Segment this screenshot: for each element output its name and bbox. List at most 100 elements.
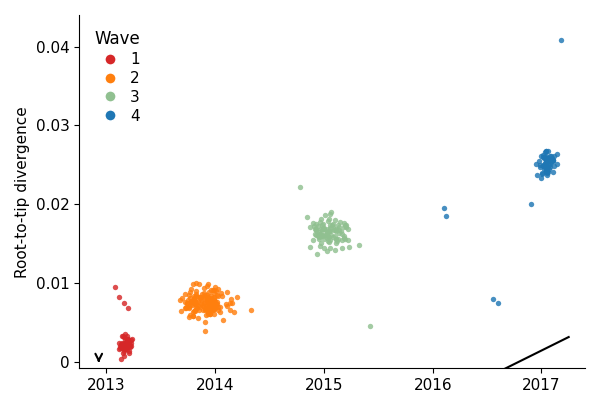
Point — [223, 302, 232, 309]
Point — [115, 342, 125, 349]
Point — [189, 296, 199, 302]
Point — [329, 226, 339, 233]
Point — [207, 298, 217, 305]
Point — [538, 161, 548, 168]
Point — [330, 226, 340, 233]
Point — [247, 307, 256, 313]
Point — [322, 248, 332, 255]
Point — [122, 344, 131, 350]
Point — [191, 301, 200, 307]
Point — [184, 305, 194, 312]
Point — [541, 159, 551, 165]
Point — [340, 224, 349, 231]
Point — [202, 297, 212, 304]
Point — [184, 297, 193, 304]
Point — [325, 210, 334, 217]
Point — [493, 299, 503, 306]
Point — [189, 308, 199, 314]
Point — [320, 212, 329, 219]
Point — [197, 302, 207, 308]
Point — [311, 232, 321, 239]
Point — [209, 295, 218, 302]
Point — [115, 294, 124, 301]
Point — [184, 292, 194, 298]
Point — [538, 153, 547, 160]
Point — [122, 336, 131, 342]
Point — [212, 301, 222, 308]
Point — [198, 295, 208, 302]
Point — [542, 172, 552, 178]
Point — [185, 312, 195, 319]
Point — [206, 286, 216, 293]
Point — [122, 343, 131, 349]
Point — [543, 155, 553, 161]
Point — [332, 237, 341, 244]
Point — [196, 297, 206, 303]
Point — [193, 303, 203, 310]
Point — [226, 306, 235, 313]
Point — [119, 353, 129, 359]
Point — [324, 239, 334, 245]
Point — [190, 297, 200, 304]
Y-axis label: Root-to-tip divergence: Root-to-tip divergence — [15, 106, 30, 277]
Point — [123, 337, 133, 343]
Point — [200, 306, 210, 313]
Point — [541, 148, 551, 154]
Point — [180, 291, 190, 297]
Point — [217, 289, 226, 296]
Point — [541, 157, 551, 164]
Point — [209, 290, 218, 296]
Point — [541, 156, 550, 162]
Point — [542, 158, 552, 164]
Point — [233, 294, 242, 301]
Point — [180, 305, 190, 311]
Point — [319, 225, 329, 232]
Point — [441, 213, 451, 220]
Point — [343, 226, 353, 233]
Point — [185, 289, 194, 296]
Point — [124, 305, 133, 312]
Point — [325, 228, 334, 235]
Point — [542, 159, 552, 165]
Point — [331, 235, 340, 242]
Point — [540, 164, 550, 170]
Point — [331, 239, 341, 246]
Point — [121, 339, 131, 346]
Point — [328, 234, 337, 240]
Point — [539, 165, 549, 172]
Point — [116, 341, 126, 347]
Point — [545, 160, 554, 167]
Point — [548, 157, 557, 164]
Point — [542, 168, 551, 174]
Point — [203, 294, 212, 301]
Point — [226, 299, 235, 306]
Point — [191, 293, 201, 299]
Point — [127, 339, 136, 346]
Point — [121, 340, 130, 346]
Point — [190, 301, 200, 308]
Point — [325, 244, 335, 251]
Point — [126, 337, 136, 343]
Point — [123, 340, 133, 346]
Point — [328, 222, 337, 228]
Point — [532, 172, 541, 178]
Point — [325, 224, 335, 231]
Point — [176, 308, 185, 314]
Point — [542, 157, 551, 164]
Point — [308, 237, 317, 243]
Point — [119, 340, 128, 347]
Point — [211, 301, 221, 307]
Point — [328, 221, 338, 228]
Point — [204, 297, 214, 304]
Point — [209, 293, 219, 300]
Point — [122, 333, 132, 339]
Point — [206, 300, 215, 306]
Point — [556, 37, 566, 44]
Point — [204, 297, 214, 303]
Point — [116, 343, 126, 350]
Point — [538, 152, 548, 158]
Point — [542, 159, 551, 165]
Point — [205, 299, 214, 305]
Point — [187, 286, 196, 292]
Point — [335, 226, 344, 233]
